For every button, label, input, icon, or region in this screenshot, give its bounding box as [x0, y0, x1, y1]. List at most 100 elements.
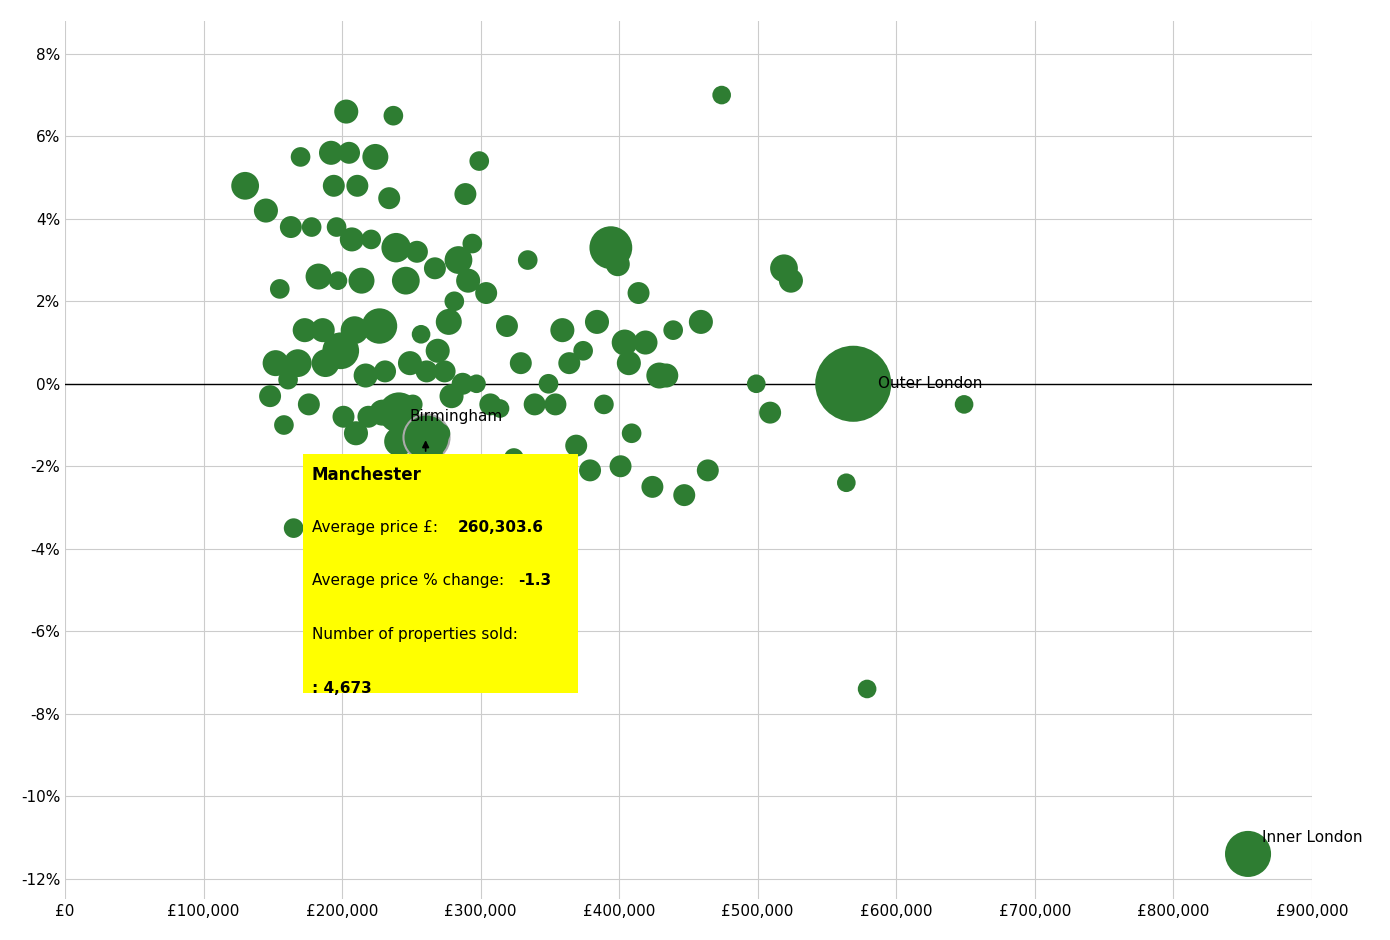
Point: [286, 355, 309, 370]
Point: [382, 108, 404, 123]
Point: [452, 376, 474, 391]
Point: [566, 438, 588, 453]
Point: [773, 260, 795, 275]
Point: [234, 179, 256, 194]
Point: [282, 521, 304, 536]
Point: [399, 355, 421, 370]
Point: [689, 314, 712, 329]
Point: [603, 253, 626, 268]
Point: [311, 322, 334, 337]
Point: [264, 355, 286, 370]
Point: [360, 232, 382, 247]
Point: [388, 434, 410, 449]
Point: [430, 426, 452, 441]
Point: [371, 405, 393, 420]
Point: [427, 343, 449, 358]
Point: [341, 232, 363, 247]
Point: [592, 397, 614, 412]
Point: [524, 397, 546, 412]
Point: [325, 220, 348, 235]
Point: [368, 319, 391, 334]
Point: [272, 417, 295, 432]
Text: Outer London: Outer London: [878, 376, 983, 391]
Point: [673, 488, 695, 503]
Point: [538, 376, 560, 391]
Point: [745, 376, 767, 391]
Point: [627, 286, 649, 301]
Point: [503, 450, 525, 465]
Point: [466, 376, 488, 391]
Point: [1237, 846, 1259, 861]
Point: [613, 335, 635, 350]
Point: [385, 240, 407, 255]
Point: [475, 286, 498, 301]
Point: [609, 459, 631, 474]
Point: [552, 322, 574, 337]
Point: [402, 397, 424, 412]
Point: [338, 146, 360, 161]
Point: [317, 570, 339, 585]
Point: [559, 355, 581, 370]
FancyBboxPatch shape: [303, 454, 578, 693]
Point: [279, 220, 302, 235]
Point: [259, 388, 281, 403]
Text: -1.3: -1.3: [517, 573, 550, 588]
Point: [343, 322, 366, 337]
Point: [392, 426, 414, 441]
Point: [424, 260, 446, 275]
Point: [634, 335, 656, 350]
Point: [517, 253, 539, 268]
Point: [414, 430, 436, 445]
Point: [346, 179, 368, 194]
Point: [510, 355, 532, 370]
Point: [378, 191, 400, 206]
Point: [303, 459, 325, 474]
Text: Average price % change:: Average price % change:: [311, 573, 509, 588]
Point: [434, 364, 456, 379]
Text: 260,303.6: 260,303.6: [457, 520, 543, 535]
Point: [585, 314, 607, 329]
Point: [457, 274, 480, 289]
Point: [482, 644, 505, 659]
Point: [364, 149, 386, 164]
Point: [289, 149, 311, 164]
Point: [759, 405, 781, 420]
Point: [655, 368, 677, 383]
Point: [580, 462, 602, 478]
Point: [357, 409, 379, 424]
Point: [545, 397, 567, 412]
Point: [322, 179, 345, 194]
Point: [254, 203, 277, 218]
Point: [954, 397, 976, 412]
Point: [354, 368, 377, 383]
Point: [835, 476, 858, 491]
Point: [448, 253, 470, 268]
Text: : 4,673: : 4,673: [311, 681, 371, 696]
Point: [350, 274, 373, 289]
Point: [480, 397, 502, 412]
Text: Average price £:: Average price £:: [311, 520, 442, 535]
Text: Number of properties sold:: Number of properties sold:: [311, 627, 517, 642]
Point: [461, 236, 484, 251]
Point: [648, 368, 670, 383]
Text: Birmingham: Birmingham: [410, 409, 503, 424]
Point: [300, 220, 322, 235]
Point: [443, 294, 466, 309]
Point: [327, 274, 349, 289]
Point: [395, 274, 417, 289]
Point: [620, 426, 642, 441]
Point: [489, 401, 512, 416]
Point: [780, 274, 802, 289]
Point: [374, 364, 396, 379]
Point: [320, 146, 342, 161]
Point: [329, 343, 352, 358]
Point: [335, 104, 357, 119]
Point: [420, 446, 442, 462]
Point: [641, 479, 663, 494]
Point: [410, 327, 432, 342]
Point: [388, 405, 410, 420]
Point: [293, 322, 316, 337]
Point: [455, 186, 477, 201]
Point: [277, 372, 299, 387]
Point: [828, 388, 851, 403]
